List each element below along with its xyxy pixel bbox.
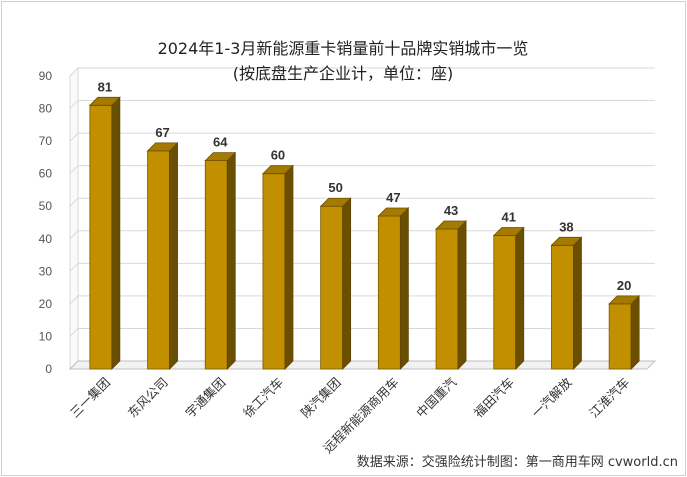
bar-top — [377, 207, 410, 217]
y-tick-label: 80 — [39, 102, 53, 116]
gridline-diagonal — [69, 295, 79, 305]
bar-side — [169, 141, 178, 370]
gridline-diagonal — [69, 262, 79, 272]
bar — [492, 226, 525, 370]
y-tick-label: 90 — [39, 69, 53, 83]
x-tick-label: 陕汽集团 — [298, 375, 344, 421]
chart-title: 2024年1-3月新能源重卡销量前十品牌实销城市一览 — [158, 39, 529, 58]
data-label: 67 — [155, 125, 169, 140]
y-tick-label: 50 — [39, 199, 53, 213]
bar-side — [399, 207, 409, 370]
data-label: 38 — [559, 219, 573, 234]
x-tick-label: 宇通集团 — [182, 375, 228, 421]
bar-top — [608, 295, 641, 305]
side-wall — [69, 66, 79, 371]
bar-top — [492, 227, 525, 236]
bar — [146, 141, 179, 370]
data-label: 41 — [502, 210, 516, 225]
bar-top — [550, 236, 583, 246]
axis-layer: 0 10 20 30 40 50 60 70 80 90 — [39, 69, 53, 376]
bar-front — [262, 173, 286, 370]
y-tick-label: 40 — [39, 232, 53, 246]
bar-top — [319, 197, 352, 207]
chart-subtitle: (按底盘生产企业计，单位：座) — [233, 64, 454, 83]
bar-top — [88, 96, 121, 106]
bar-front — [377, 215, 401, 370]
gridline-diagonal — [69, 100, 79, 109]
gridline-diagonal — [69, 132, 79, 142]
data-label: 43 — [444, 203, 458, 218]
x-tick-label: 东风公司 — [125, 375, 171, 421]
data-label: 47 — [386, 190, 400, 205]
y-tick-label: 0 — [45, 362, 52, 376]
bar — [319, 197, 352, 370]
x-tick-label: 三一集团 — [67, 375, 113, 421]
x-tick-label: 中国重汽 — [413, 374, 459, 420]
bar-front — [204, 160, 228, 370]
bar-side — [284, 164, 294, 370]
x-tick-label: 一汽解放 — [529, 374, 575, 420]
bar — [608, 294, 641, 370]
bar — [261, 164, 294, 370]
y-tick-label: 30 — [39, 264, 53, 278]
bar — [377, 207, 410, 370]
gridline-diagonal — [69, 67, 79, 77]
data-label: 50 — [328, 180, 342, 195]
bar-layer — [88, 96, 641, 370]
bar-front — [147, 150, 170, 370]
y-tick-label: 60 — [39, 167, 53, 181]
bar-top — [204, 152, 237, 162]
gridline-diagonal — [69, 328, 79, 337]
bar-front — [435, 228, 459, 370]
bar-front — [551, 244, 574, 370]
data-label: 60 — [271, 148, 285, 163]
bar — [550, 236, 583, 370]
x-tick-label: 江淮汽车 — [586, 375, 632, 421]
bar-top — [435, 220, 468, 230]
x-tick-label: 福田汽车 — [471, 375, 517, 421]
data-label: 64 — [213, 135, 228, 150]
bar-top — [146, 142, 179, 152]
y-tick-label: 70 — [39, 134, 53, 148]
source-note: 数据来源：交强险统计制图：第一商用车网 cvworld.cn — [357, 454, 678, 470]
bar-side — [630, 294, 640, 370]
bar-front — [608, 303, 632, 370]
bar-front — [493, 235, 517, 370]
bar-side — [515, 226, 525, 370]
bar-side — [457, 220, 467, 370]
data-label: 20 — [617, 278, 631, 293]
gridline-diagonal — [69, 197, 79, 207]
bar-side — [111, 96, 121, 370]
bar-side — [342, 197, 352, 370]
bar-front — [89, 104, 113, 370]
bar-side — [573, 236, 582, 370]
y-tick-label: 20 — [39, 297, 53, 311]
bar-side — [226, 151, 236, 370]
data-label: 81 — [98, 79, 112, 94]
bar — [88, 96, 121, 370]
bar — [204, 151, 237, 370]
y-tick-label: 10 — [39, 329, 53, 343]
gridline-diagonal — [69, 230, 79, 240]
gridline-diagonal — [69, 165, 79, 175]
x-tick-label: 徐工汽车 — [240, 375, 286, 421]
bar — [435, 220, 468, 370]
bar-top — [261, 165, 294, 175]
bar-front — [320, 205, 344, 370]
